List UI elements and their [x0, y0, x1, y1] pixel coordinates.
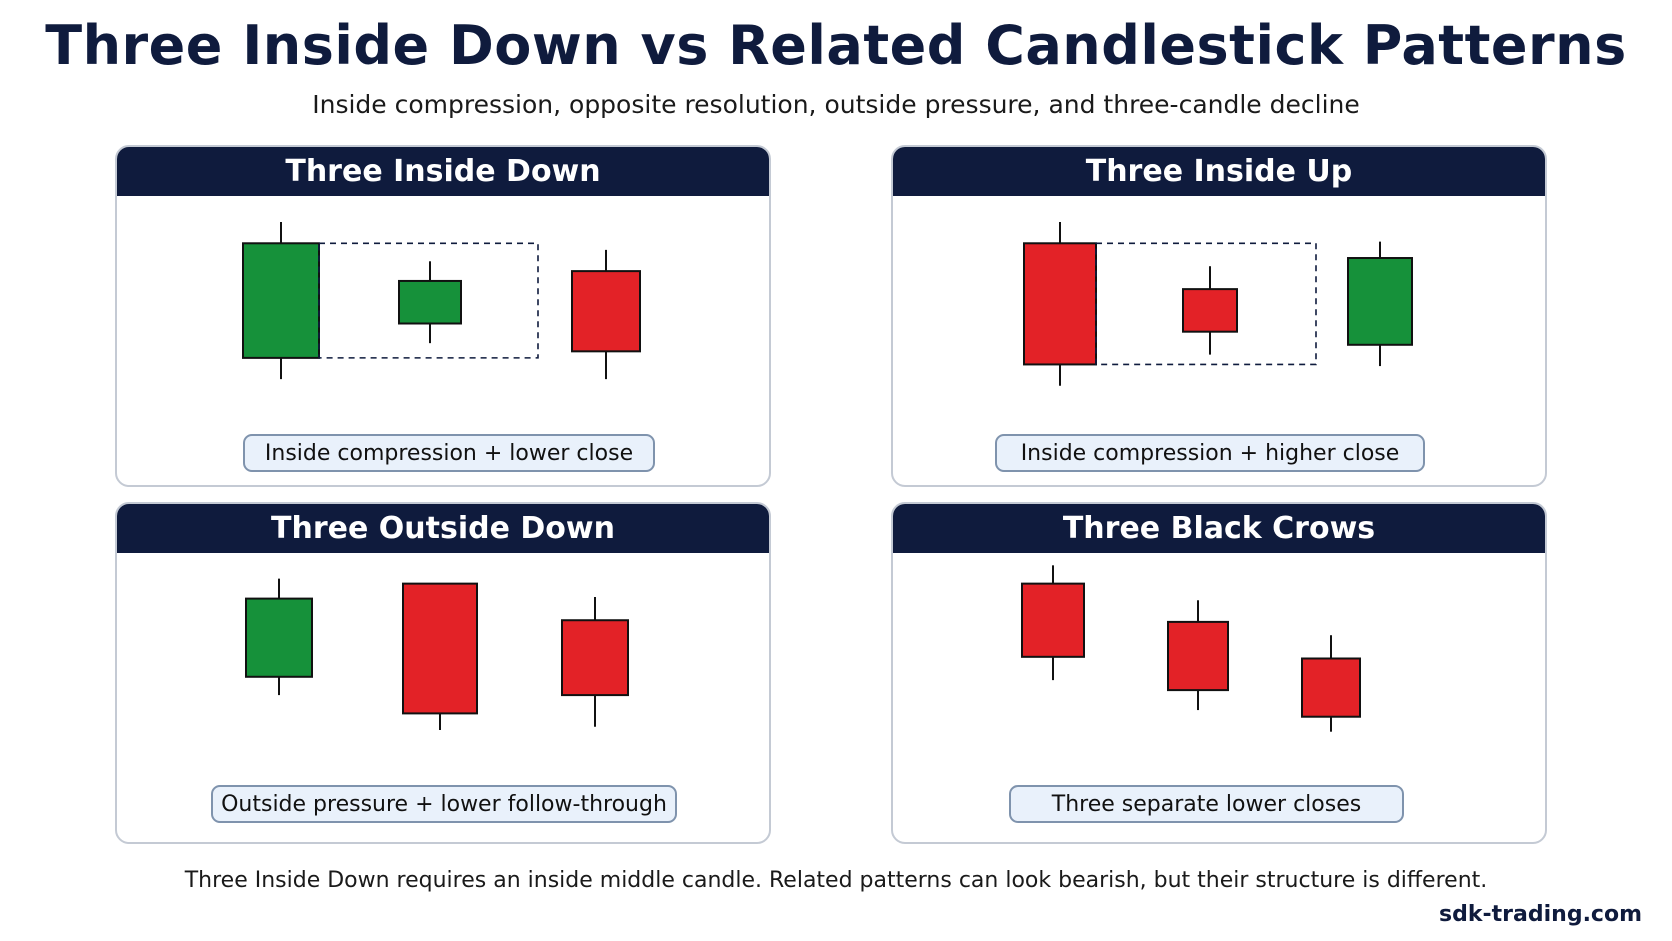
candlestick-diagram: [245, 578, 629, 731]
inside-range-box: [318, 242, 539, 359]
page-title: Three Inside Down vs Related Candlestick…: [45, 14, 1627, 77]
panel-three-inside-up: Three Inside Up Inside compression + hig…: [891, 145, 1547, 487]
candlestick-diagram: [242, 222, 641, 380]
candle-body-bear: [1021, 582, 1085, 658]
brand-link[interactable]: sdk-trading.com: [1439, 902, 1642, 927]
panel-caption: Three separate lower closes: [1009, 785, 1404, 823]
candlestick-diagram: [1023, 222, 1413, 386]
page-subtitle: Inside compression, opposite resolution,…: [312, 90, 1360, 119]
candle-body-bull: [1347, 257, 1413, 346]
panel-three-black-crows: Three Black Crows Three separate lower c…: [891, 502, 1547, 844]
footer-note: Three Inside Down requires an inside mid…: [184, 868, 1488, 893]
inside-range-box: [1095, 242, 1317, 366]
panel-caption: Outside pressure + lower follow-through: [211, 785, 677, 823]
candle-body-bear: [571, 270, 641, 353]
panel-caption: Inside compression + higher close: [995, 434, 1425, 472]
panel-title: Three Outside Down: [117, 504, 769, 553]
candle-body-bear: [1023, 242, 1097, 366]
candle-body-bear: [1182, 288, 1238, 333]
panel-caption: Inside compression + lower close: [243, 434, 655, 472]
candle-body-bear: [1167, 620, 1229, 692]
candle-body-bear: [561, 619, 629, 697]
panel-title: Three Black Crows: [893, 504, 1545, 553]
candle-body-bear: [402, 582, 478, 715]
candle-body-bull: [242, 242, 320, 359]
panel-three-inside-down: Three Inside Down Inside compression + l…: [115, 145, 771, 487]
candle-body-bear: [1301, 657, 1361, 718]
candle-body-bull: [398, 279, 462, 325]
panel-three-outside-down: Three Outside Down Outside pressure + lo…: [115, 502, 771, 844]
panel-title: Three Inside Up: [893, 147, 1545, 196]
candlestick-diagram: [1021, 565, 1361, 732]
candle-body-bull: [245, 597, 313, 678]
panel-title: Three Inside Down: [117, 147, 769, 196]
